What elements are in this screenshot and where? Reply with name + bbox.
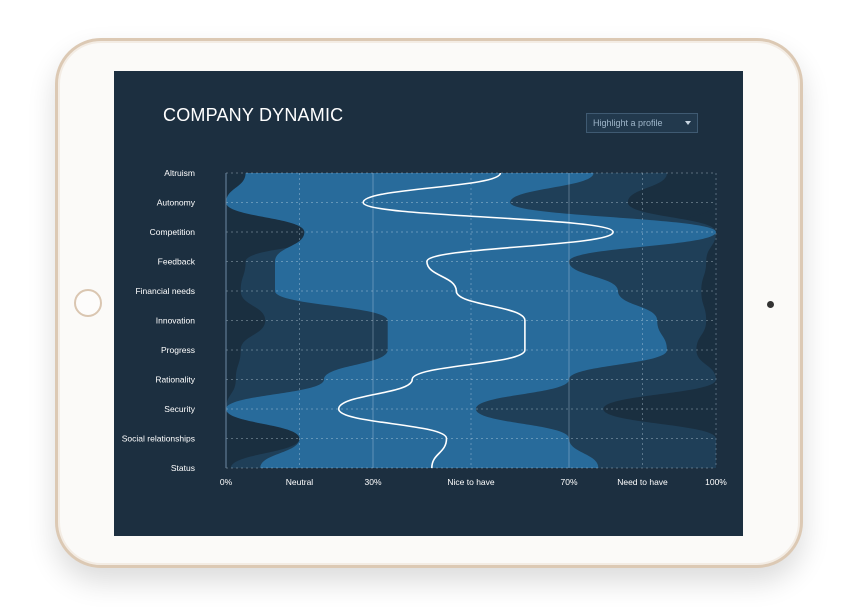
y-tick-label: Feedback <box>158 257 196 267</box>
y-tick-label: Financial needs <box>135 286 195 296</box>
y-tick-label: Autonomy <box>157 198 196 208</box>
x-tick-label: 100% <box>705 477 727 487</box>
band-area-3 <box>226 173 716 468</box>
y-tick-label: Altruism <box>164 168 195 178</box>
y-tick-label: Status <box>171 463 195 473</box>
home-button <box>74 289 102 317</box>
highlight-profile-dropdown[interactable]: Highlight a profile <box>586 113 698 133</box>
app-screen: COMPANY DYNAMIC Highlight a profile Altr… <box>114 71 743 536</box>
x-tick-label: Nice to have <box>447 477 495 487</box>
y-tick-label: Security <box>164 404 195 414</box>
y-tick-label: Innovation <box>156 316 195 326</box>
chevron-down-icon <box>685 121 691 125</box>
x-tick-label: Need to have <box>617 477 668 487</box>
y-tick-label: Social relationships <box>122 434 195 444</box>
y-tick-label: Rationality <box>155 375 195 385</box>
y-tick-label: Progress <box>161 345 195 355</box>
camera-dot <box>767 301 774 308</box>
company-dynamic-chart: Altruism Autonomy Competition Feedback Finan… <box>122 168 728 487</box>
dropdown-label: Highlight a profile <box>593 118 663 128</box>
page-title: COMPANY DYNAMIC <box>163 105 344 125</box>
x-tick-label: 30% <box>364 477 381 487</box>
x-tick-label: 70% <box>560 477 577 487</box>
y-tick-label: Competition <box>150 227 196 237</box>
x-tick-label: 0% <box>220 477 233 487</box>
x-tick-label: Neutral <box>286 477 314 487</box>
median-line <box>337 172 614 469</box>
